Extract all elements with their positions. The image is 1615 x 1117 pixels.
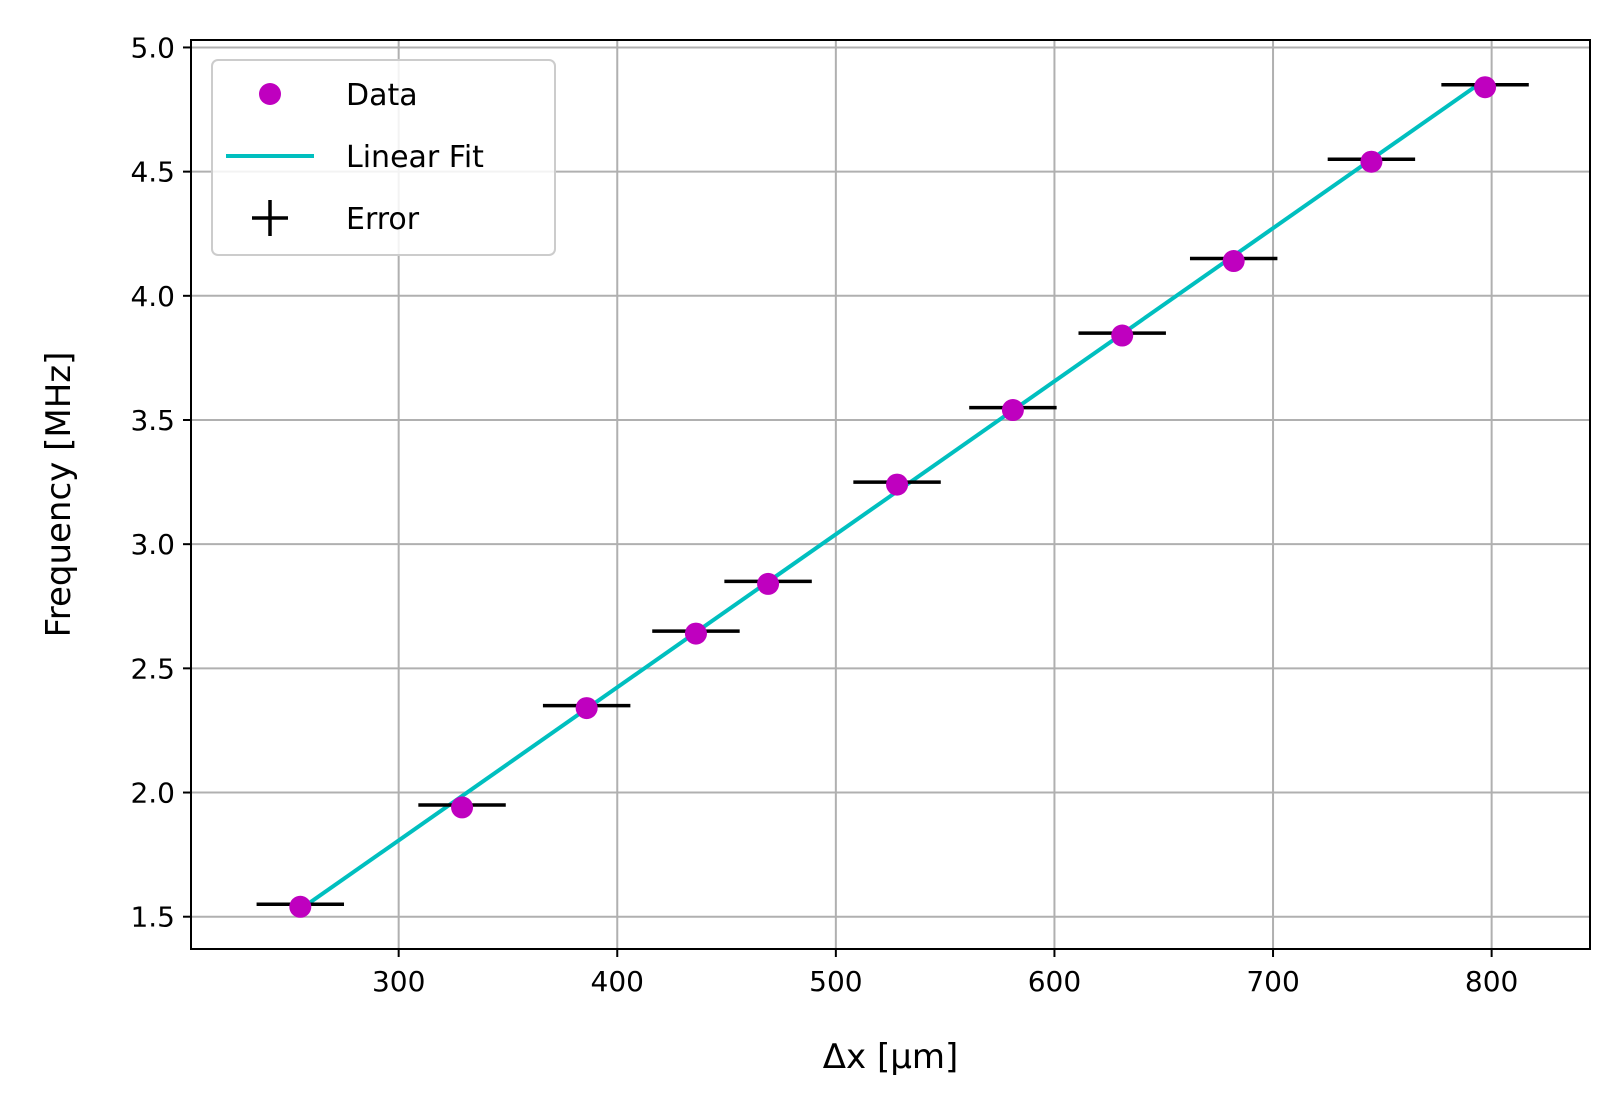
data-point <box>1474 76 1497 99</box>
y-tick-label: 3.0 <box>130 528 175 561</box>
legend: Data Linear Fit Error <box>211 59 556 256</box>
data-point <box>1222 250 1245 273</box>
legend-label: Data <box>346 78 418 113</box>
x-tick-label: 800 <box>1465 965 1518 998</box>
axis-ticks: 300 400 500 600 700 800 1.5 2.0 2.5 3.0 3.5 4.0 4.5 5… <box>130 31 1518 998</box>
data-point <box>451 796 474 819</box>
x-tick-label: 700 <box>1246 965 1299 998</box>
data-point <box>1111 324 1134 347</box>
data-point <box>684 622 707 645</box>
y-tick-label: 5.0 <box>130 31 175 64</box>
data-point-layer <box>289 76 1497 918</box>
legend-data-marker <box>259 83 281 105</box>
grid <box>191 40 1590 949</box>
x-tick-label: 500 <box>809 965 862 998</box>
y-tick-label: 1.5 <box>130 901 175 934</box>
legend-box <box>211 59 556 256</box>
y-axis-label: Frequency [MHz] <box>39 352 79 638</box>
data-point <box>757 572 780 595</box>
data-point <box>1360 150 1383 173</box>
x-tick-label: 400 <box>591 965 644 998</box>
data-point <box>289 895 312 918</box>
legend-label: Linear Fit <box>346 140 484 175</box>
y-tick-label: 4.5 <box>130 156 175 189</box>
y-tick-label: 2.5 <box>130 652 175 685</box>
data-point <box>1001 399 1024 422</box>
y-tick-label: 3.5 <box>130 404 175 437</box>
y-tick-label: 2.0 <box>130 777 175 810</box>
plot-area-frame <box>190 39 1591 950</box>
x-tick-label: 600 <box>1028 965 1081 998</box>
x-axis-label: Δx [μm] <box>823 1037 958 1077</box>
legend-label: Error <box>346 202 420 237</box>
y-tick-label: 4.0 <box>130 280 175 313</box>
data-point <box>886 473 909 496</box>
x-tick-label: 300 <box>372 965 425 998</box>
data-point <box>575 697 598 720</box>
